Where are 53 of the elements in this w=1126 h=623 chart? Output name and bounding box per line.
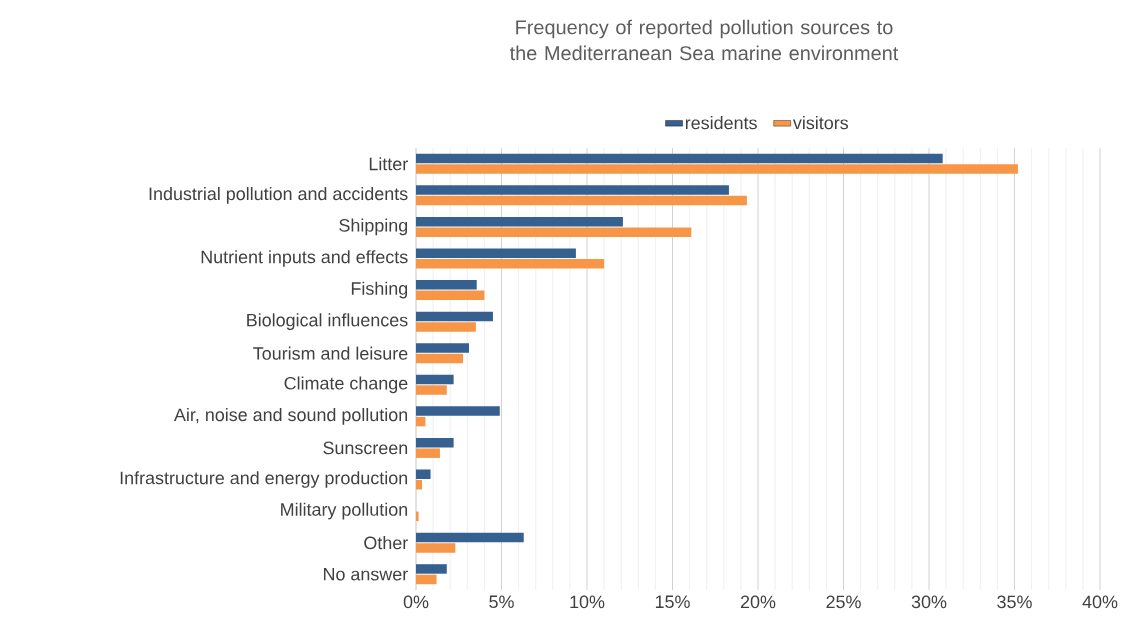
bar	[416, 258, 605, 269]
bar	[416, 343, 470, 353]
x-tick-label: 0%	[403, 595, 429, 609]
bar	[416, 353, 464, 364]
y-tick-label: Nutrient inputs and effects	[201, 250, 408, 267]
bar	[416, 469, 431, 479]
bar	[416, 374, 454, 385]
y-tick-label: Air, noise and sound pollution	[173, 407, 408, 425]
y-tick-label: Sunscreen	[323, 441, 408, 455]
bar	[416, 479, 422, 490]
y-tick-label: Fishing	[351, 281, 408, 299]
y-tick-label: No answer	[323, 567, 408, 581]
bar	[416, 164, 1018, 174]
x-tick-label: 40%	[1082, 595, 1118, 609]
legend-label: residents	[685, 116, 757, 130]
x-tick-label: 20%	[740, 595, 776, 609]
x-tick-label: 25%	[826, 595, 861, 609]
bar	[416, 248, 576, 258]
y-tick-label: Biological influences	[247, 313, 408, 330]
bar	[416, 564, 447, 574]
bar	[416, 185, 729, 195]
legend-label: visitors	[792, 116, 849, 130]
x-tick-label: 30%	[911, 595, 947, 609]
bar	[416, 280, 477, 290]
bar	[416, 574, 437, 585]
bar	[416, 322, 476, 332]
bar	[416, 153, 943, 164]
bar	[416, 227, 692, 237]
y-tick-label: Industrial pollution and accidents	[149, 186, 408, 204]
x-tick-label: 10%	[570, 595, 605, 609]
x-tick-label: 35%	[997, 595, 1032, 609]
y-tick-label: Litter	[369, 157, 408, 171]
bar	[416, 511, 419, 522]
bar	[416, 195, 747, 206]
bar	[416, 437, 454, 448]
bar	[416, 448, 440, 458]
y-tick-label: Infrastructure and energy production	[120, 471, 408, 488]
bar	[416, 385, 447, 395]
x-tick-label: 5%	[489, 595, 514, 609]
bar	[416, 290, 485, 301]
y-tick-label: Shipping	[339, 218, 408, 236]
bar	[416, 311, 493, 322]
y-tick-label: Military pollution	[281, 502, 408, 520]
y-tick-label: Tourism and leisure	[253, 346, 408, 360]
bar	[416, 543, 456, 553]
y-tick-label: Other	[364, 536, 408, 550]
bar	[416, 216, 623, 227]
bar	[416, 406, 500, 416]
chart-title: Frequency of reported pollution sources to the Mediterranean Sea marine environment	[509, 19, 899, 61]
y-tick-label: Climate change	[284, 376, 408, 394]
bar	[416, 532, 524, 543]
bar	[416, 416, 426, 427]
x-tick-label: 15%	[655, 595, 690, 609]
